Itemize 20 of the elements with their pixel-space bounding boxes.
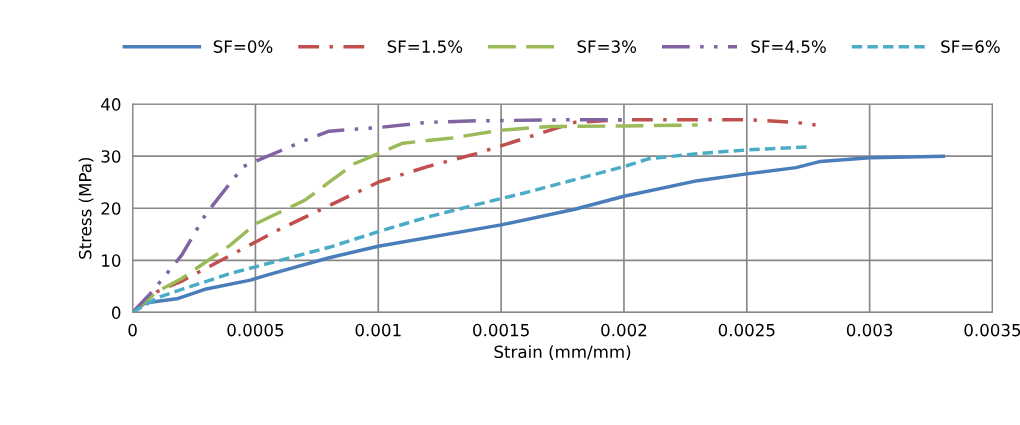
legend-label: SF=0%	[213, 40, 273, 53]
x-tick-label: 0.0015	[473, 323, 529, 337]
x-tick-label: 0.0025	[718, 323, 775, 337]
y-tick-label: 20	[101, 202, 121, 215]
x-tick-label: 0.0035	[964, 323, 1020, 337]
x-tick-label: 0.003	[846, 323, 893, 337]
y-tick-label: 30	[101, 150, 121, 163]
x-tick-label: 0	[128, 323, 137, 337]
legend-label: SF=1.5%	[387, 40, 463, 53]
legend-label: SF=4.5%	[751, 40, 826, 53]
legend-label: SF=6%	[941, 40, 1000, 53]
x-tick-label: 0.001	[355, 323, 401, 337]
y-axis-title: Stress (MPa)	[78, 157, 94, 259]
y-tick-label: 0	[111, 306, 121, 319]
y-tick-label: 40	[101, 98, 121, 111]
x-axis-title: Strain (mm/mm)	[494, 345, 631, 361]
x-tick-label: 0.002	[601, 323, 647, 337]
legend-label: SF=3%	[577, 40, 637, 53]
y-tick-label: 10	[102, 254, 121, 267]
x-tick-label: 0.0005	[227, 323, 284, 337]
